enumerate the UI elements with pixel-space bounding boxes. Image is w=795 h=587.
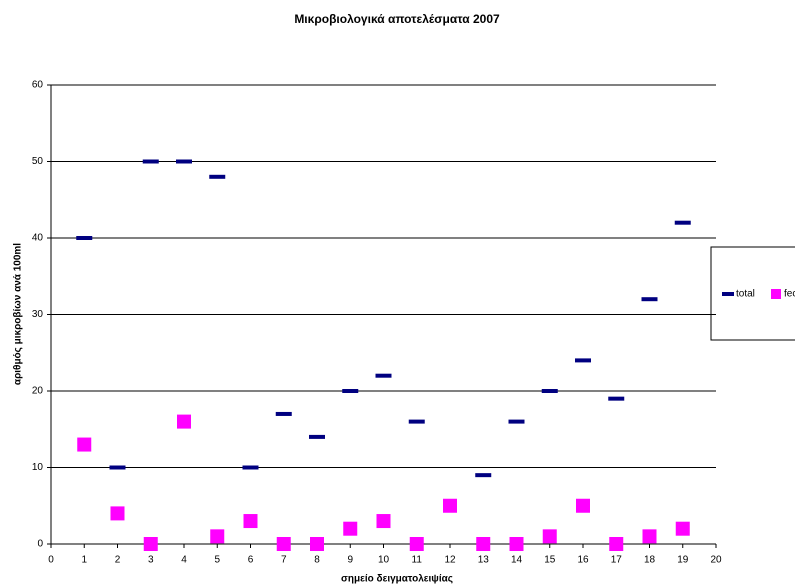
- x-axis-title: σημείο δειγματολειψίας: [341, 574, 453, 585]
- legend-marker: [722, 292, 734, 296]
- point: [409, 537, 424, 551]
- point: [110, 506, 125, 521]
- point: [674, 220, 691, 225]
- x-tick-label: 14: [511, 555, 523, 566]
- point: [310, 537, 324, 551]
- y-axis-title: αριθμός μικροβίων ανά 100ml: [13, 243, 24, 385]
- y-tick-label: 30: [32, 309, 44, 320]
- x-tick-label: 19: [677, 555, 689, 566]
- x-tick-label: 13: [478, 555, 490, 566]
- x-tick-label: 17: [611, 555, 623, 566]
- point: [641, 297, 658, 302]
- x-tick-label: 2: [115, 555, 121, 566]
- point: [77, 437, 92, 452]
- x-tick-label: 5: [214, 555, 220, 566]
- point: [675, 521, 690, 536]
- x-tick-label: 20: [710, 555, 722, 566]
- y-tick-label: 20: [32, 386, 44, 397]
- point: [342, 389, 359, 393]
- point: [576, 498, 590, 513]
- point: [242, 465, 259, 470]
- legend-label: feca: [784, 289, 795, 300]
- x-tick-label: 1: [81, 555, 87, 566]
- x-tick-label: 3: [148, 555, 154, 566]
- point: [177, 414, 191, 429]
- x-tick-label: 11: [412, 555, 423, 566]
- legend-label: total: [736, 289, 755, 300]
- point: [109, 465, 126, 470]
- point: [642, 529, 657, 544]
- y-tick-label: 40: [32, 233, 44, 244]
- point: [176, 159, 192, 164]
- x-tick-label: 12: [444, 555, 456, 566]
- point: [443, 498, 457, 513]
- x-tick-label: 10: [378, 555, 390, 566]
- point: [475, 473, 492, 478]
- point: [143, 537, 158, 551]
- y-tick-label: 50: [32, 156, 44, 167]
- point: [309, 434, 325, 439]
- point: [575, 358, 591, 363]
- chart-title: Μικροβιολογικά αποτελέσματα 2007: [294, 12, 500, 26]
- point: [408, 419, 425, 424]
- x-tick-label: 6: [248, 555, 254, 566]
- point: [509, 537, 524, 551]
- point: [76, 236, 93, 240]
- y-tick-label: 0: [37, 539, 43, 550]
- y-tick-label: 10: [32, 462, 44, 473]
- point: [376, 514, 391, 529]
- x-tick-label: 8: [314, 555, 320, 566]
- point: [508, 419, 525, 424]
- legend-marker: [771, 289, 781, 299]
- point: [142, 159, 159, 164]
- point: [210, 529, 225, 544]
- y-tick-label: 60: [32, 80, 44, 91]
- point: [542, 529, 557, 544]
- point: [476, 537, 491, 551]
- x-tick-label: 0: [48, 555, 54, 566]
- x-tick-label: 18: [644, 555, 656, 566]
- x-tick-label: 9: [347, 555, 353, 566]
- point: [541, 389, 558, 393]
- point: [276, 537, 291, 551]
- point: [343, 521, 358, 536]
- x-tick-label: 7: [281, 555, 287, 566]
- x-tick-label: 4: [181, 555, 187, 566]
- point: [275, 411, 292, 416]
- x-tick-label: 16: [577, 555, 589, 566]
- point: [375, 373, 392, 378]
- point: [243, 514, 258, 529]
- x-tick-label: 15: [544, 555, 556, 566]
- point: [608, 396, 625, 401]
- point: [609, 537, 624, 551]
- point: [209, 174, 226, 179]
